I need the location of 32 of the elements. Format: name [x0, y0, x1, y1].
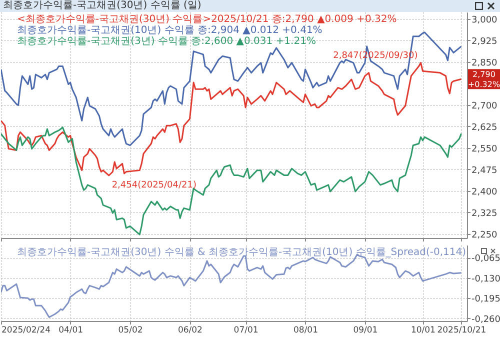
y-tick-label: 2,925 [472, 36, 498, 47]
y-tick-label: 2,475 [472, 166, 498, 176]
x-tick-label: 10/01 [410, 326, 436, 336]
chart-title: 최종호가수익률-국고채권(30년) 수익률 (일) [2, 0, 202, 11]
text: 최종호가수익률-국고채권(10년) 수익률 종:2,904 ▲0.012 +0.41% [17, 25, 322, 36]
y-tick-label: 2,625 [472, 122, 498, 133]
y-tick-label: 2,325 [472, 208, 498, 219]
x-tick-label: 04/01 [58, 326, 84, 336]
y-tick-label: 2,400 [472, 187, 498, 198]
line-series [1, 62, 462, 176]
y-tick-label: 2,250 [472, 230, 498, 240]
text: 2,790 +0.32% [468, 70, 500, 90]
x-tick-label: 06/02 [178, 326, 202, 336]
y-tick-label: -0,130 [472, 274, 500, 284]
x-tick-label: 05/02 [118, 326, 143, 336]
y-tick-label: 3,000 [472, 15, 498, 26]
x-tick-label: 08/01 [294, 326, 318, 336]
x-tick-label: 2025/02/24 [2, 326, 50, 336]
x-tick-label: 2025/10/21 [437, 326, 486, 336]
y-tick-label: 2,700 [472, 101, 498, 112]
series-label: 최종호가수익률-국고채권(30년) 수익률 & 최종호가수익률-국고채권(10년) 수익률_Spread(-0,114) [17, 247, 466, 258]
text: <최종호가수익률-국고채권(30년) 수익률>2025/10/21 종:2,790 ▲0.009 +0.32% [17, 14, 397, 25]
y-tick-label: -0,195 [472, 294, 500, 305]
y-tick-label: -0,065 [472, 254, 500, 264]
x-tick-label: 07/01 [234, 326, 258, 336]
line-series [1, 126, 462, 236]
y-tick-label: 2,850 [472, 58, 498, 68]
y-tick-label: 2,550 [472, 144, 498, 154]
annotation: 2,454(2025/04/21) [112, 180, 197, 190]
y-tick-label: -0,260 [472, 315, 500, 325]
x-tick-label: 09/01 [353, 326, 378, 336]
text: 최종호가수익률-국고채권(3년) 수익률 종:2,600 ▲0.031 +1.21% [17, 36, 316, 47]
